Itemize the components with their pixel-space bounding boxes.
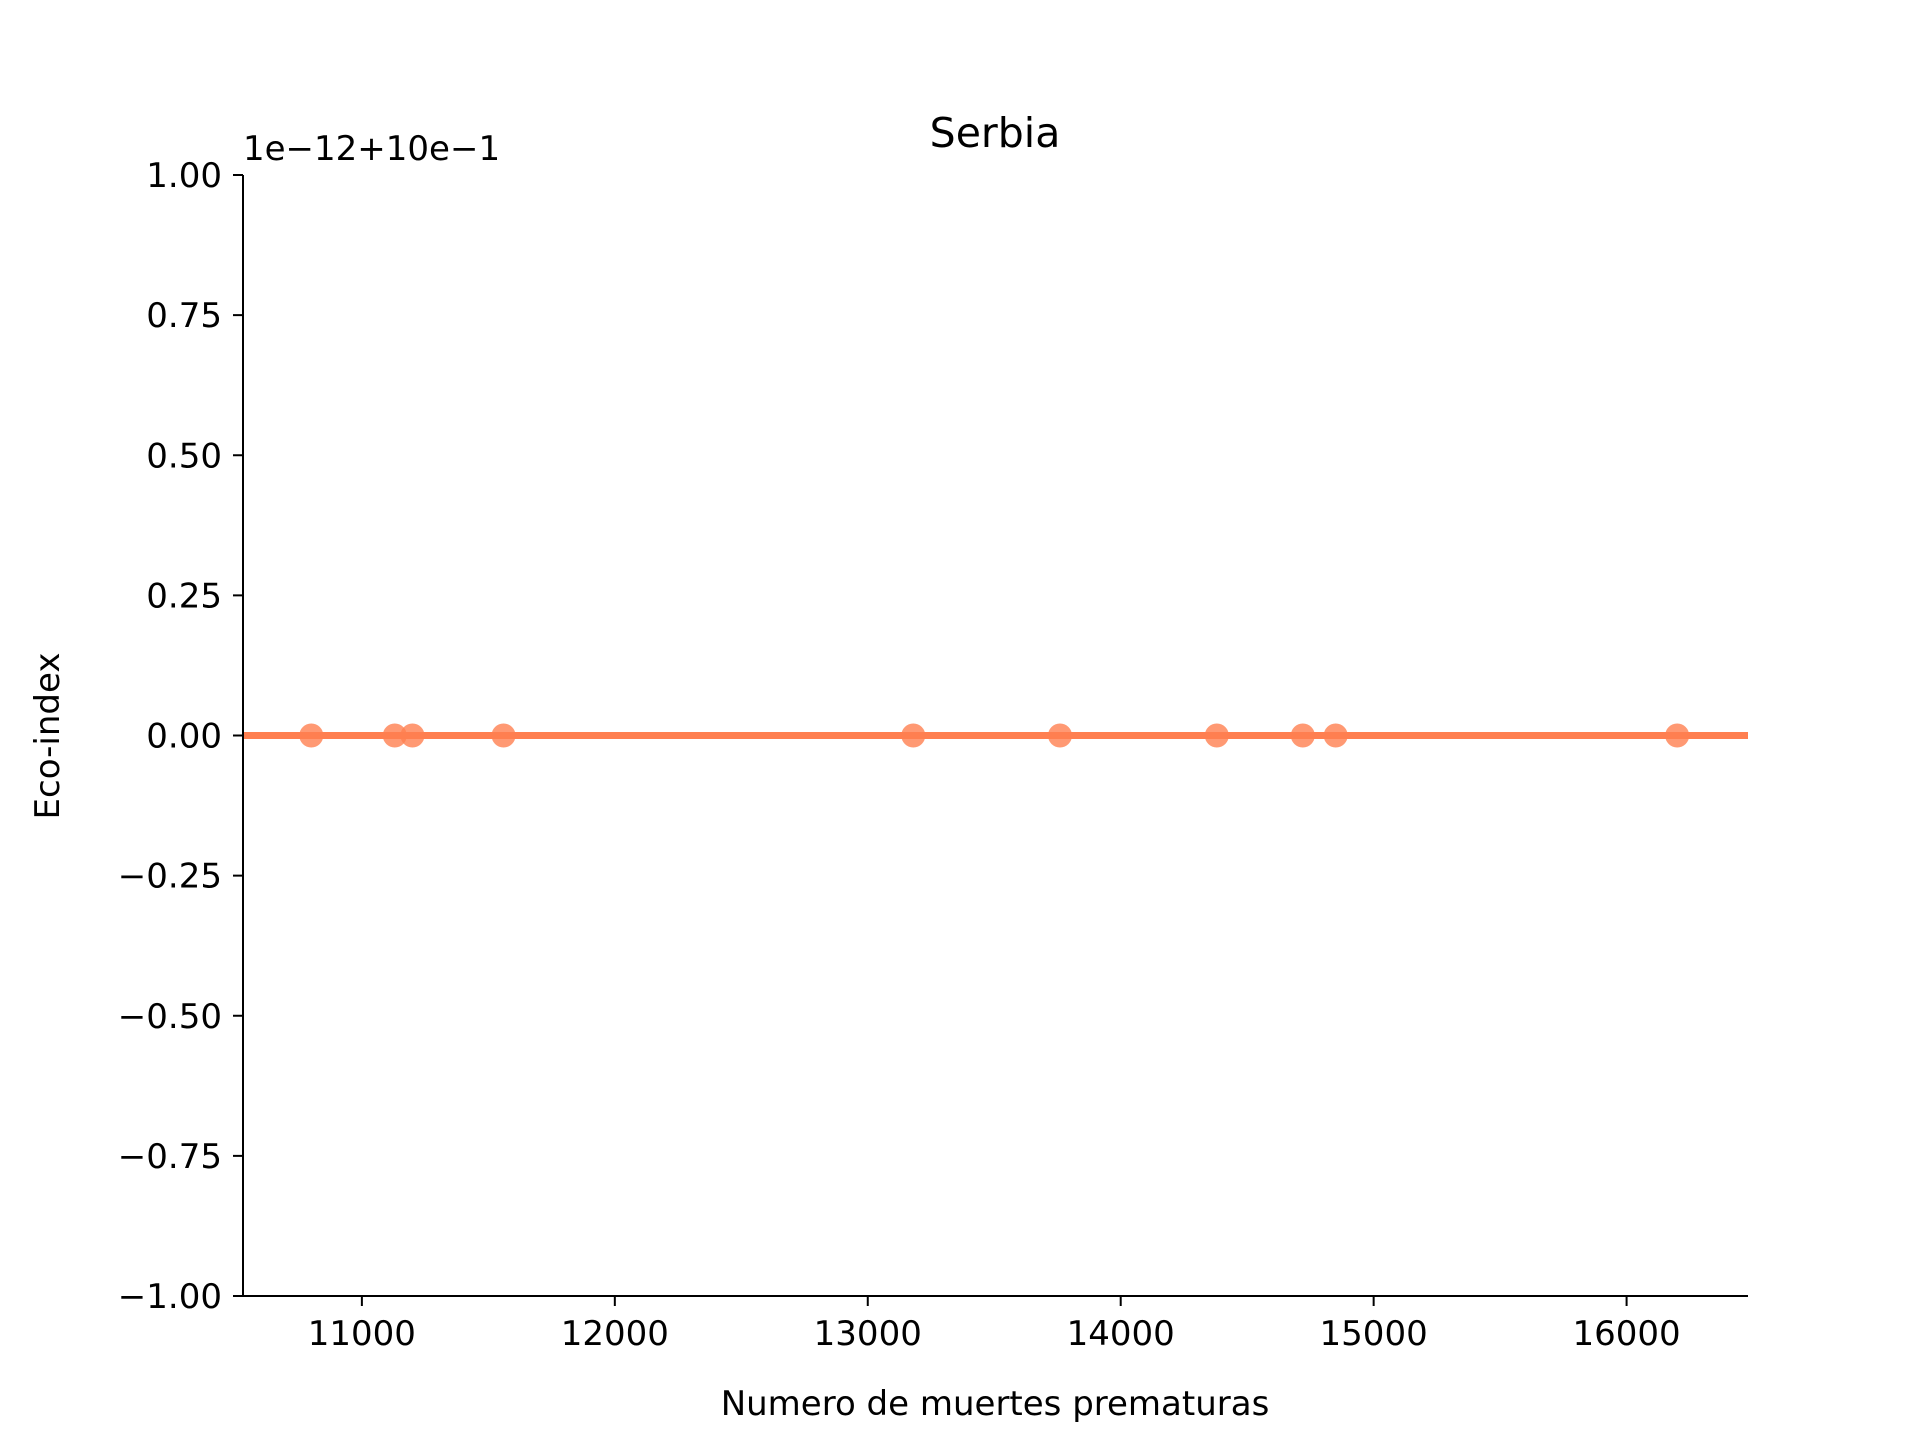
y-tick-label: −0.75 (118, 1137, 222, 1177)
y-tick-label: −1.00 (118, 1277, 222, 1317)
x-tick-label: 11000 (308, 1314, 416, 1354)
x-tick-label: 15000 (1320, 1314, 1428, 1354)
y-tick-label: 1.00 (146, 156, 222, 196)
plot-area (243, 723, 1748, 748)
x-tick-label: 14000 (1067, 1314, 1175, 1354)
x-axis-title: Numero de muertes prematuras (721, 1384, 1270, 1424)
x-tick-label: 13000 (814, 1314, 922, 1354)
y-tick-label: 0.75 (146, 296, 222, 336)
y-axis-ticks: −1.00 −0.75 −0.50 −0.25 0.00 0.25 0.50 0.75 1.00 (118, 156, 243, 1317)
x-axis-ticks: 11000 12000 13000 14000 15000 16000 (308, 1296, 1681, 1354)
chart-title: Serbia (930, 109, 1061, 157)
y-tick-label: −0.25 (118, 857, 222, 897)
y-tick-label: −0.50 (118, 997, 222, 1037)
y-tick-label: 0.00 (146, 717, 222, 757)
y-tick-label: 0.25 (146, 576, 222, 616)
y-tick-label: 0.50 (146, 436, 222, 476)
y-axis-title: Eco-index (28, 653, 68, 820)
x-tick-label: 12000 (561, 1314, 669, 1354)
x-tick-label: 16000 (1573, 1314, 1681, 1354)
y-axis-offset-label: 1e−12+10e−1 (243, 129, 500, 169)
